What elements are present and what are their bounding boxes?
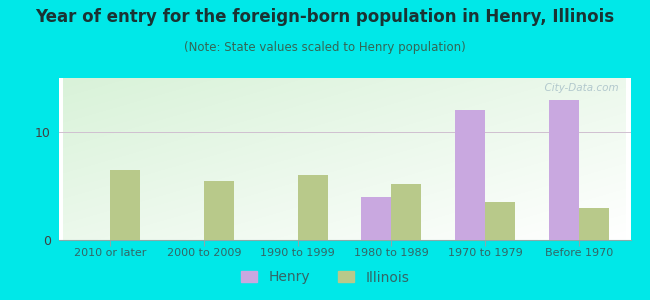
Text: City-Data.com: City-Data.com xyxy=(538,83,619,93)
Bar xyxy=(549,100,579,240)
Bar xyxy=(361,197,391,240)
Bar xyxy=(579,208,609,240)
Legend: Henry, Illinois: Henry, Illinois xyxy=(235,265,415,290)
Bar xyxy=(485,202,515,240)
Bar xyxy=(298,175,328,240)
Bar xyxy=(204,181,234,240)
Bar xyxy=(391,184,421,240)
Text: (Note: State values scaled to Henry population): (Note: State values scaled to Henry popu… xyxy=(184,40,466,53)
Bar xyxy=(455,110,485,240)
Bar xyxy=(110,170,140,240)
Text: Year of entry for the foreign-born population in Henry, Illinois: Year of entry for the foreign-born popul… xyxy=(36,8,614,26)
